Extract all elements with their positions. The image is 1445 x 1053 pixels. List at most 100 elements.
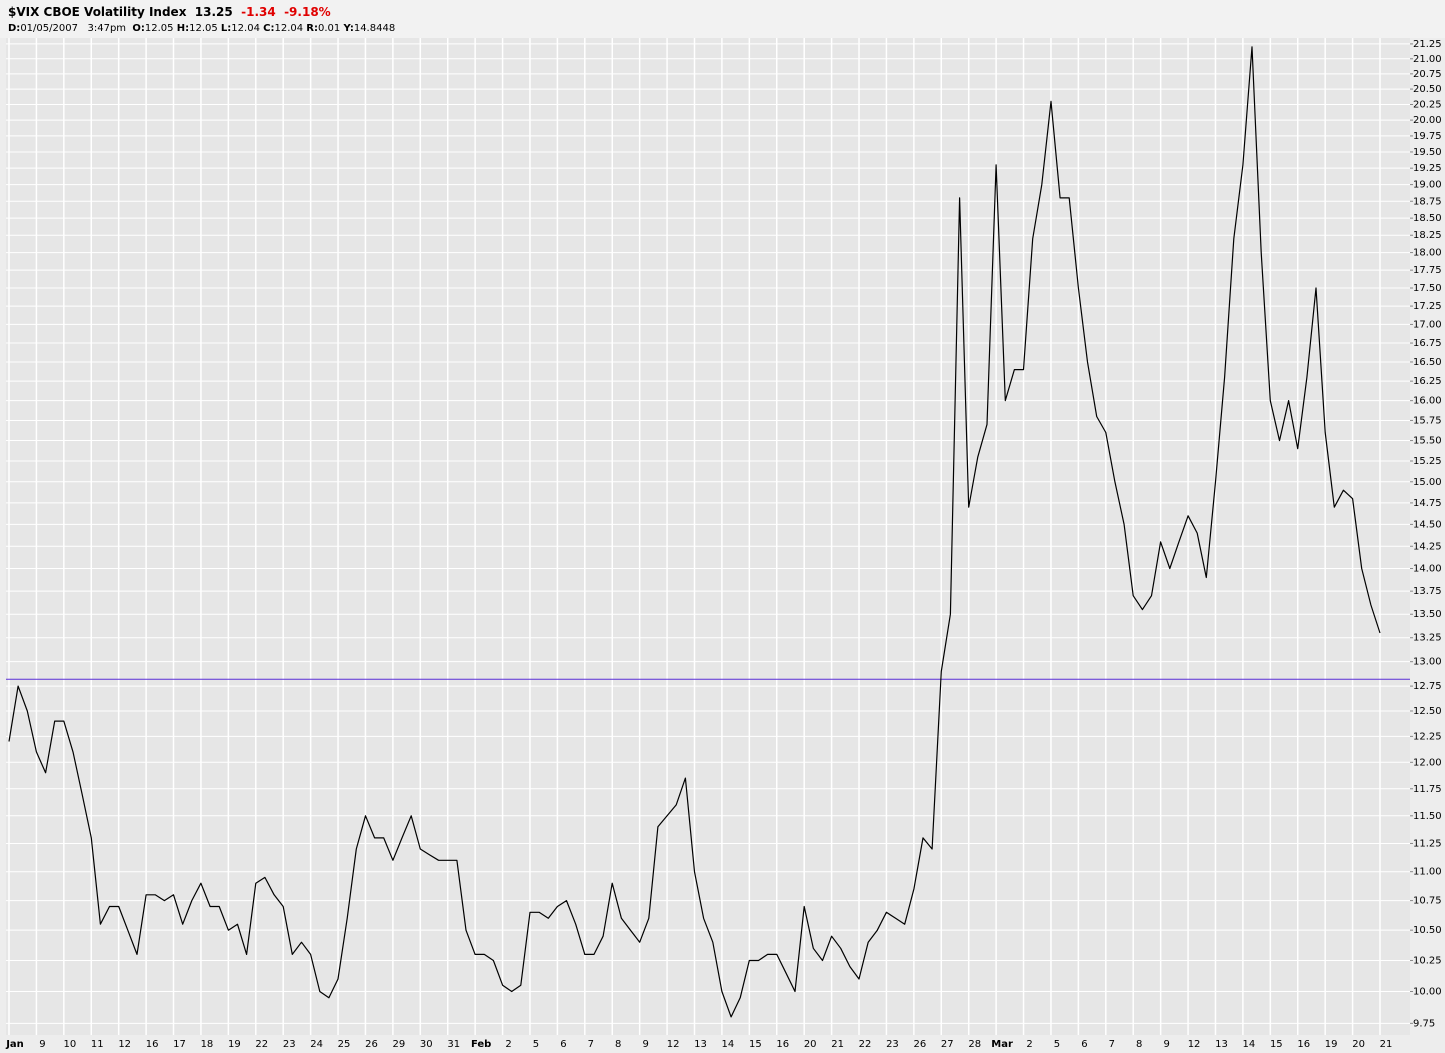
x-tick-label: 13 <box>1215 1039 1228 1050</box>
x-tick-label: 2 <box>505 1039 511 1050</box>
y-tick-label: 19.50 <box>1413 147 1442 158</box>
x-tick-label: 22 <box>255 1039 268 1050</box>
y-tick-label: 19.25 <box>1413 163 1442 174</box>
y-tick-label: 14.75 <box>1413 498 1442 509</box>
y-tick-label: 15.25 <box>1413 456 1442 467</box>
info-label: D: <box>8 23 21 34</box>
x-tick-label: 2 <box>1026 1039 1032 1050</box>
x-tick-label: 5 <box>533 1039 539 1050</box>
x-tick-label: 27 <box>941 1039 954 1050</box>
x-tick-label: Mar <box>991 1039 1013 1050</box>
info-label: L: <box>220 23 232 34</box>
x-tick-label: 26 <box>365 1039 378 1050</box>
y-tick-label: 9.75 <box>1413 1018 1435 1029</box>
last: 13.25 <box>194 5 233 19</box>
y-tick-label: 21.25 <box>1413 39 1442 50</box>
y-tick-label: 20.25 <box>1413 99 1442 110</box>
y-tick-label: 18.75 <box>1413 196 1442 207</box>
y-tick-label: 18.00 <box>1413 248 1442 259</box>
title-line: $VIX CBOE Volatility Index 13.25 -1.34 -… <box>8 5 331 19</box>
x-tick-label: 8 <box>615 1039 621 1050</box>
y-tick-label: 11.25 <box>1413 838 1442 849</box>
x-tick-label: 25 <box>338 1039 351 1050</box>
y-tick-label: 14.25 <box>1413 541 1442 552</box>
y-tick-label: 18.50 <box>1413 213 1442 224</box>
x-tick-label: 17 <box>173 1039 186 1050</box>
x-tick-label: 31 <box>447 1039 460 1050</box>
y-tick-label: 12.00 <box>1413 757 1442 768</box>
x-tick-label: 21 <box>831 1039 844 1050</box>
info-label: R: <box>306 23 318 34</box>
y-tick-label: 14.50 <box>1413 519 1442 530</box>
x-tick-label: 16 <box>776 1039 789 1050</box>
y-tick-label: 15.75 <box>1413 415 1442 426</box>
x-tick-label: 29 <box>393 1039 406 1050</box>
header: $VIX CBOE Volatility Index 13.25 -1.34 -… <box>0 0 1445 38</box>
y-tick-label: 10.75 <box>1413 896 1442 907</box>
y-tick-label: 10.50 <box>1413 925 1442 936</box>
y-tick-label: 11.00 <box>1413 867 1442 878</box>
x-tick-label: 8 <box>1136 1039 1142 1050</box>
x-tick-label: 16 <box>146 1039 159 1050</box>
y-tick-label: 13.75 <box>1413 586 1442 597</box>
y-tick-label: 17.75 <box>1413 265 1442 276</box>
y-tick-label: 16.25 <box>1413 376 1442 387</box>
x-tick-label: 23 <box>886 1039 899 1050</box>
y-tick-label: 19.00 <box>1413 180 1442 191</box>
x-tick-label: 24 <box>310 1039 323 1050</box>
price-line <box>8 46 1381 1018</box>
x-tick-label: 9 <box>39 1039 45 1050</box>
x-tick-label: 15 <box>1270 1039 1283 1050</box>
x-tick-label: 14 <box>722 1039 735 1050</box>
info-value: 01/05/2007 3:47pm <box>20 23 127 34</box>
y-tick-label: 11.50 <box>1413 811 1442 822</box>
x-tick-label: 14 <box>1243 1039 1256 1050</box>
y-tick-label: 17.50 <box>1413 283 1442 294</box>
y-tick-label: 10.00 <box>1413 987 1442 998</box>
y-tick-label: 16.00 <box>1413 396 1442 407</box>
y-tick-label: 12.25 <box>1413 731 1442 742</box>
info-label: O: <box>132 23 145 34</box>
y-tick-label: 14.00 <box>1413 564 1442 575</box>
info-value: 12.04 <box>274 23 304 34</box>
x-tick-label: 11 <box>91 1039 104 1050</box>
x-tick-label: 12 <box>667 1039 680 1050</box>
y-tick-label: 16.75 <box>1413 338 1442 349</box>
y-tick-label: 16.50 <box>1413 357 1442 368</box>
y-tick-label: 11.75 <box>1413 784 1442 795</box>
x-tick-label: 26 <box>913 1039 926 1050</box>
y-tick-label: 13.00 <box>1413 657 1442 668</box>
y-tick-label: 12.75 <box>1413 681 1442 692</box>
symbol: $VIX CBOE Volatility Index <box>8 5 187 19</box>
y-tick-label: 19.75 <box>1413 131 1442 142</box>
x-tick-label: 15 <box>749 1039 762 1050</box>
x-tick-label: 9 <box>1163 1039 1169 1050</box>
y-tick-label: 12.50 <box>1413 706 1442 717</box>
info-value: 14.8448 <box>353 23 396 34</box>
y-tick-label: 20.75 <box>1413 69 1442 80</box>
x-tick-label: 20 <box>1352 1039 1365 1050</box>
x-tick-label: 28 <box>968 1039 981 1050</box>
plot-background <box>6 38 1410 1035</box>
x-tick-label: Feb <box>471 1039 491 1050</box>
y-tick-label: 13.25 <box>1413 633 1442 644</box>
x-tick-label: 9 <box>642 1039 648 1050</box>
y-tick-label: 13.50 <box>1413 609 1442 620</box>
info-label: H: <box>176 23 190 34</box>
x-tick-label: 12 <box>118 1039 131 1050</box>
info-value: 12.05 <box>189 23 218 34</box>
y-tick-label: 10.25 <box>1413 955 1442 966</box>
x-tick-label: 18 <box>201 1039 214 1050</box>
info-line: D:01/05/2007 3:47pm O:12.05 H:12.05 L:12… <box>8 23 398 34</box>
y-tick-label: 21.00 <box>1413 54 1442 65</box>
info-value: 12.04 <box>231 23 260 34</box>
x-tick-label: 30 <box>420 1039 433 1050</box>
change: -1.34 <box>241 5 276 19</box>
x-tick-label: 6 <box>560 1039 566 1050</box>
change-pct: -9.18% <box>284 5 331 19</box>
info-value: 12.05 <box>144 23 174 34</box>
y-tick-label: 15.00 <box>1413 477 1442 488</box>
x-tick-label: 23 <box>283 1039 296 1050</box>
x-tick-label: 7 <box>1109 1039 1115 1050</box>
